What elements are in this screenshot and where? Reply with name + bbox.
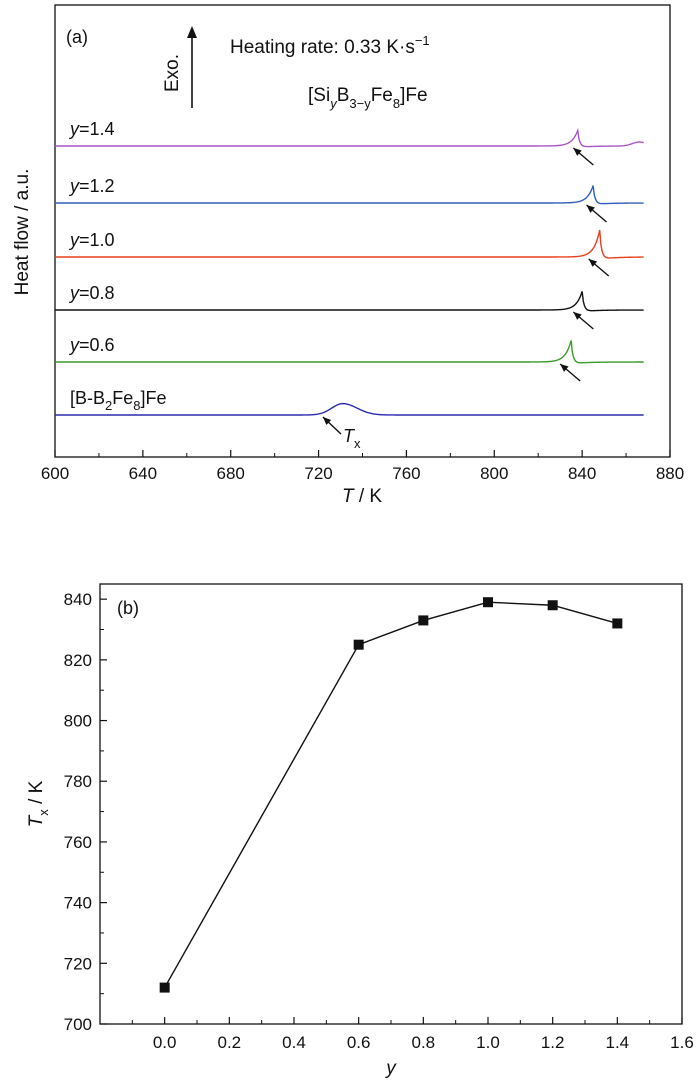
panel-b-y-tick-label: 740 [64, 894, 92, 913]
panel-b-y-tick-label: 840 [64, 590, 92, 609]
panel-b-frame [99, 583, 683, 1025]
panel-b-data-point [483, 597, 493, 608]
panel-b-data [159, 597, 623, 993]
panel-a-curve [55, 340, 644, 364]
composition-label: [SiyB3−yFe8]Fe [308, 85, 428, 111]
panel-b-y-tick-label: 780 [64, 772, 92, 791]
panel-a-x-tick-label: 600 [41, 464, 69, 483]
panel-a-curve [55, 402, 644, 416]
panel-b-y-tick-label: 800 [64, 712, 92, 731]
panel-a-x-tick-label: 800 [480, 464, 508, 483]
tx-arrow-head [322, 417, 332, 426]
panel-a-x-tick-label: 680 [217, 464, 245, 483]
heating-rate-label: Heating rate: 0.33 K·s−1 [230, 33, 430, 58]
panel-a-curve-label: y=0.8 [68, 283, 115, 303]
panel-a: (a) 600 640 680 720 760 800 840 880 y=1.4y=1.2y… [12, 4, 684, 507]
panel-b: (b) 0.0 0.2 0.4 0.6 0.8 1.0 1.2 1.4 1.6 700 720 740… [26, 583, 694, 1079]
panel-a-curve [55, 229, 644, 259]
panel-b-y-tick-label: 760 [64, 833, 92, 852]
panel-a-curve-label: y=1.2 [68, 176, 115, 196]
panel-b-x-tick-label: 0.0 [153, 1033, 177, 1052]
tx-arrow-head [560, 364, 569, 372]
panel-a-x-axis-title: T / K [342, 486, 382, 507]
panel-a-curve-label: [B-B2Fe8]Fe [70, 388, 167, 413]
panel-a-x-tick-label: 880 [656, 464, 684, 483]
panel-a-x-ticks: 600 640 680 720 760 800 840 880 [41, 450, 684, 483]
tx-label: Tx [343, 426, 361, 451]
panel-a-curve [55, 291, 644, 312]
panel-b-x-tick-label: 0.2 [218, 1033, 242, 1052]
panel-b-label: (b) [117, 598, 139, 618]
panel-b-data-point [547, 600, 558, 611]
panel-b-x-tick-label: 1.6 [670, 1033, 694, 1052]
exo-label: Exo. [162, 54, 183, 92]
panel-b-data-point [612, 618, 623, 629]
panel-a-curve [55, 185, 644, 205]
panel-a-x-tick-label: 720 [304, 464, 332, 483]
panel-a-curve-labels: y=1.4 y=1.2 y=1.0 y=0.8 y=0.6 [B-B2Fe8]Fe [68, 119, 167, 413]
panel-a-curves [55, 127, 644, 416]
panel-b-x-tick-label: 1.0 [476, 1033, 500, 1052]
exo-arrow-head [187, 26, 197, 38]
panel-b-ticks: 0.0 0.2 0.4 0.6 0.8 1.0 1.2 1.4 1.6 700 720 740 760 7… [64, 590, 694, 1052]
panel-b-y-tick-label: 700 [64, 1015, 92, 1034]
panel-b-x-tick-label: 1.4 [606, 1033, 630, 1052]
panel-b-x-tick-label: 0.6 [347, 1033, 371, 1052]
panel-a-label: (a) [66, 27, 88, 47]
tx-arrow-head [586, 205, 595, 213]
panel-b-y-axis-title: Tx / K [26, 780, 51, 827]
panel-b-data-point [159, 982, 170, 993]
panel-b-y-tick-label: 820 [64, 651, 92, 670]
panel-a-curve-label: y=1.0 [68, 230, 115, 250]
panel-a-tx-arrows: Tx [322, 147, 610, 451]
panel-b-y-tick-label: 720 [64, 954, 92, 973]
panel-a-curve [55, 127, 644, 148]
panel-b-x-axis-title: y [384, 1058, 397, 1079]
panel-b-line [164, 601, 618, 988]
panel-a-y-axis-title: Heat flow / a.u. [12, 169, 33, 296]
tx-arrow-head [573, 312, 582, 320]
panel-b-data-point [353, 639, 364, 650]
panel-a-x-tick-label: 640 [129, 464, 157, 483]
panel-a-curve-label: y=1.4 [68, 119, 115, 139]
panel-a-x-tick-label: 840 [568, 464, 596, 483]
panel-a-curve-label: y=0.6 [68, 335, 115, 355]
panel-b-x-tick-label: 1.2 [541, 1033, 565, 1052]
panel-b-x-tick-label: 0.4 [282, 1033, 306, 1052]
panel-b-x-tick-label: 0.8 [412, 1033, 436, 1052]
panel-a-x-tick-label: 760 [392, 464, 420, 483]
panel-b-data-point [418, 615, 429, 626]
tx-arrow-head [573, 148, 582, 156]
tx-arrow-head [588, 259, 598, 267]
